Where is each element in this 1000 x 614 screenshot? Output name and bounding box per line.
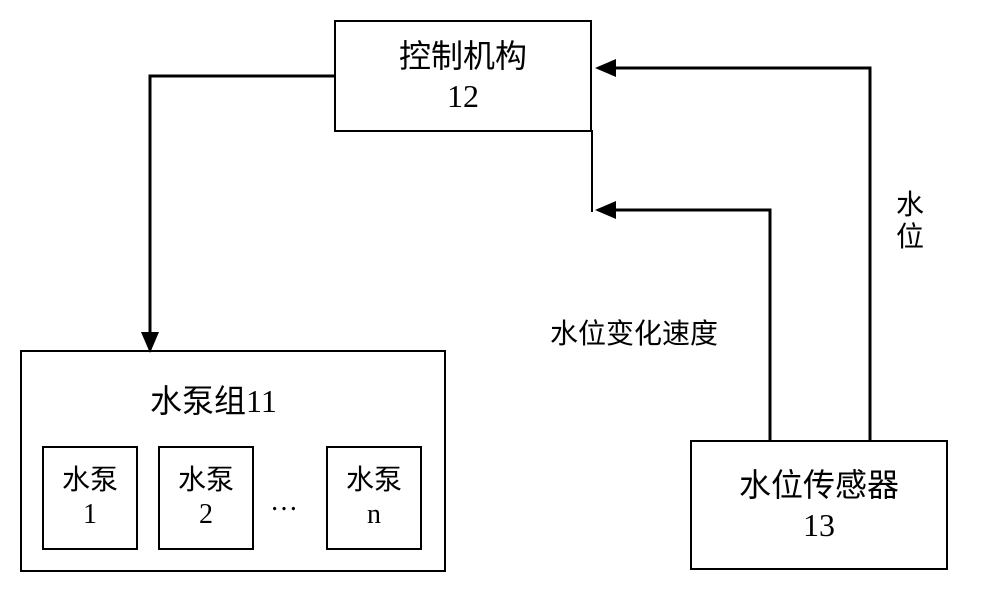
sensor-node: 水位传感器 13 (690, 440, 948, 570)
pump-n-top: 水泵 (346, 464, 402, 498)
controller-title: 控制机构 (399, 36, 527, 76)
edge-sensor-level (598, 68, 870, 440)
edge-label-rate: 水位变化速度 (550, 312, 718, 352)
pump-n-bottom: n (367, 498, 381, 532)
pump-group-label: 水泵组11 (150, 376, 277, 422)
level-char-2: 位 (896, 222, 924, 254)
pump-node-1: 水泵 1 (42, 446, 138, 550)
sensor-number: 13 (803, 505, 835, 545)
diagram-canvas: 控制机构 12 水泵组11 水泵 1 水泵 2 … 水泵 n 水位传感器 13 … (0, 0, 1000, 614)
pump-1-bottom: 1 (83, 498, 97, 532)
pump-2-top: 水泵 (178, 464, 234, 498)
controller-number: 12 (447, 76, 479, 116)
sensor-title: 水位传感器 (739, 465, 899, 505)
pump-2-bottom: 2 (199, 498, 213, 532)
pump-node-2: 水泵 2 (158, 446, 254, 550)
pump-1-top: 水泵 (62, 464, 118, 498)
level-char-1: 水 (896, 190, 924, 222)
edge-controller-to-pumps (150, 76, 334, 350)
controller-node: 控制机构 12 (334, 20, 592, 132)
edge-label-level: 水 位 (896, 190, 924, 254)
pump-ellipsis: … (270, 486, 298, 518)
pump-node-n: 水泵 n (326, 446, 422, 550)
